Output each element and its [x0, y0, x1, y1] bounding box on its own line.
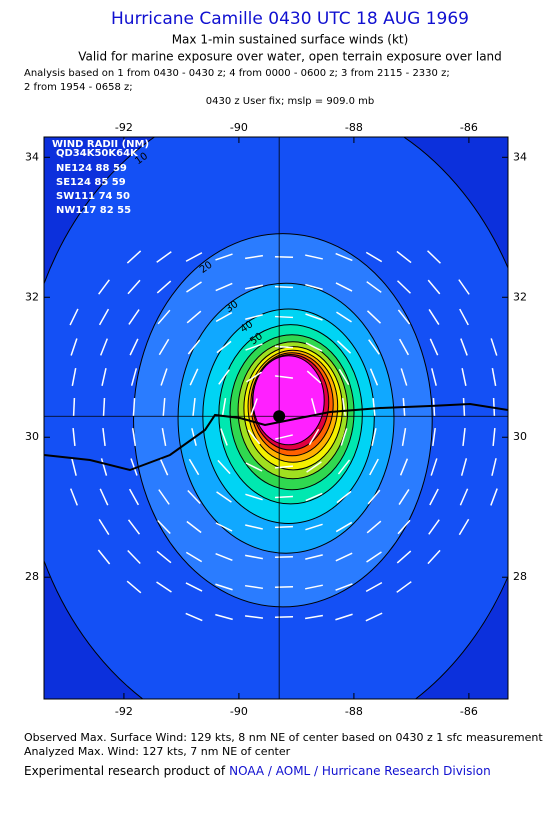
analysis-line: Analysis based on 1 from 0430 - 0430 z; …: [24, 68, 450, 79]
x-tick-label: -88: [345, 121, 363, 134]
y-tick-label: 32: [25, 290, 39, 303]
wind-vector: [74, 398, 75, 416]
valid-line: Valid for marine exposure over water, op…: [78, 50, 502, 64]
x-tick-label: -86: [460, 705, 478, 718]
wind-radii-header: QD34K50K64K: [56, 148, 139, 159]
x-tick-label: -86: [460, 121, 478, 134]
wind-radii-row: SW111 74 50: [56, 191, 130, 202]
footer-observed: Observed Max. Surface Wind: 129 kts, 8 n…: [24, 731, 543, 744]
y-tick-label: 30: [513, 430, 527, 443]
wind-vector: [275, 587, 293, 588]
fix-line: 0430 z User fix; mslp = 909.0 mb: [206, 96, 375, 107]
wind-vector: [275, 317, 293, 318]
wind-radii-row: NW117 82 55: [56, 205, 131, 216]
wind-vector: [275, 287, 293, 288]
y-tick-label: 28: [25, 570, 39, 583]
contour-band: [253, 356, 324, 445]
x-tick-label: -90: [230, 705, 248, 718]
wind-vector: [464, 398, 465, 416]
wind-vector: [275, 257, 293, 258]
x-tick-label: -90: [230, 121, 248, 134]
y-tick-label: 28: [513, 570, 527, 583]
subtitle: Max 1-min sustained surface winds (kt): [172, 33, 409, 47]
wind-radii-row: SE124 85 59: [56, 177, 126, 188]
x-tick-label: -92: [115, 121, 133, 134]
y-tick-label: 34: [513, 150, 527, 163]
product-text: Experimental research product of: [24, 764, 226, 778]
wind-vector: [275, 557, 293, 558]
x-tick-label: -88: [345, 705, 363, 718]
research-link[interactable]: NOAA / AOML / Hurricane Research Divisio…: [229, 764, 491, 778]
wind-vector: [275, 527, 293, 528]
wind-radii-row: NE124 88 59: [56, 163, 127, 174]
y-tick-label: 30: [25, 430, 39, 443]
wind-vector: [104, 398, 105, 416]
x-tick-label: -92: [115, 705, 133, 718]
analysis-line: 2 from 1954 - 0658 z;: [24, 82, 133, 93]
y-tick-label: 34: [25, 150, 39, 163]
y-tick-label: 32: [513, 290, 527, 303]
footer-analyzed: Analyzed Max. Wind: 127 kts, 7 nm NE of …: [24, 745, 291, 758]
title: Hurricane Camille 0430 UTC 18 AUG 1969: [111, 9, 469, 29]
